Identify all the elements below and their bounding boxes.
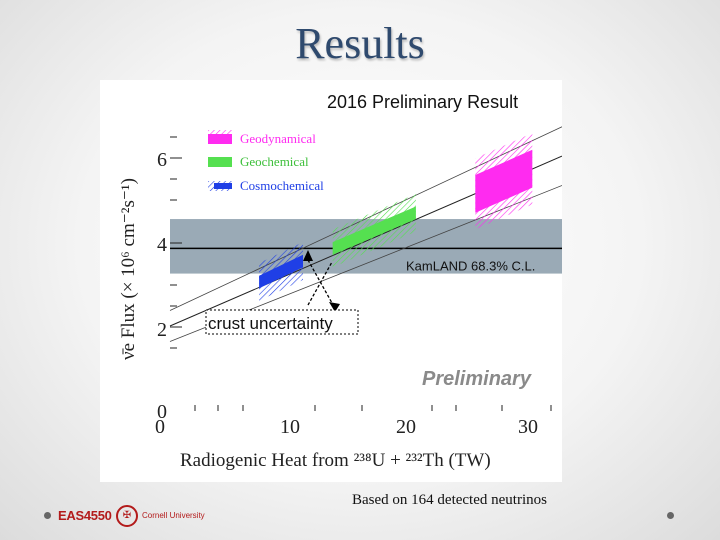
university-name: Cornell University (142, 511, 205, 520)
x-tick-marks (194, 405, 552, 411)
legend-swatch-geodynamical-hatch-top (208, 130, 232, 134)
x-tick-label-0: 0 (155, 416, 165, 438)
x-tick-label-30: 30 (518, 416, 538, 438)
legend-swatch-geodynamical (208, 134, 232, 144)
crust-arrow-shaft-1 (307, 261, 333, 306)
legend-swatch-geochemical (208, 157, 232, 167)
crust-arrow-head-2 (329, 302, 340, 312)
slide-title: Results (295, 19, 425, 68)
cornell-seal-icon: ✠ (116, 505, 138, 527)
preliminary-watermark: Preliminary (422, 368, 532, 390)
cosmochemical-inner-band (259, 254, 303, 289)
x-tick-label-10: 10 (280, 416, 300, 438)
x-tick-label-20: 20 (396, 416, 416, 438)
legend-swatch-cosmochemical-solid (214, 183, 232, 189)
y-tick-label-0: 0 (157, 401, 167, 423)
legend-label-cosmochemical: Cosmochemical (240, 178, 324, 193)
legend-label-geodynamical: Geodynamical (240, 131, 316, 146)
chart-svg: KamLAND 68.3% C.L. crust uncertainty 201… (118, 92, 562, 471)
flux-chart: KamLAND 68.3% C.L. crust uncertainty 201… (100, 80, 562, 482)
kamland-label: KamLAND 68.3% C.L. (406, 259, 535, 274)
y-tick-marks (170, 136, 182, 349)
y-tick-label-2: 2 (157, 319, 167, 341)
course-code: EAS4550 (58, 508, 112, 523)
y-axis-label: ν̄e Flux (× 10⁶ cm⁻²s⁻¹) (118, 178, 139, 360)
legend-label-geochemical: Geochemical (240, 154, 309, 169)
crust-uncertainty-label: crust uncertainty (208, 314, 333, 333)
crust-uncertainty-box (205, 309, 359, 335)
footer-left-dot (44, 512, 51, 519)
geodynamical-inner-band (475, 149, 533, 213)
footer-right-dot (667, 512, 674, 519)
y-tick-label-4: 4 (157, 234, 167, 256)
chart-title: 2016 Preliminary Result (327, 92, 518, 112)
crust-arrow-shaft-2 (307, 259, 333, 304)
crust-arrow-head-1 (303, 250, 313, 261)
geochemical-inner-band (332, 206, 416, 255)
legend: Geodynamical Geochemical Cosmochemical (208, 130, 324, 193)
x-axis-label: Radiogenic Heat from ²³⁸U + ²³²Th (TW) (180, 450, 491, 471)
y-tick-label-6: 6 (157, 149, 167, 171)
slide-caption: Based on 164 detected neutrinos (352, 492, 547, 508)
